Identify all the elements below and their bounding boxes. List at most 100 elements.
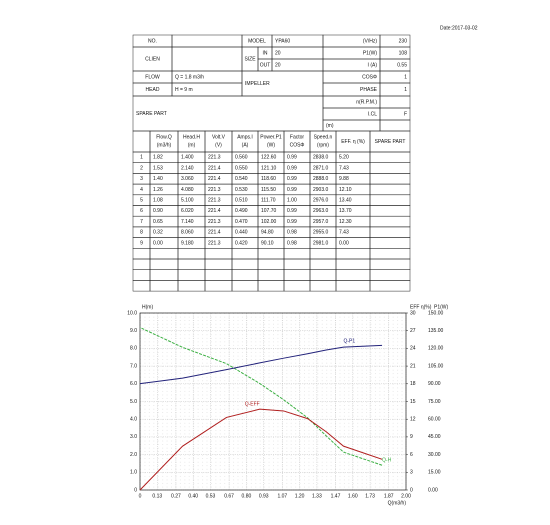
header-text: 1 bbox=[404, 87, 407, 93]
header-text: H = 9 m bbox=[175, 87, 193, 93]
column-name: EFF. η (%) bbox=[341, 139, 365, 145]
header-text: FLOW bbox=[145, 74, 160, 80]
table-text: 8 bbox=[140, 230, 143, 236]
y-tick-label: 0 bbox=[134, 487, 137, 493]
x-tick-label: 0.40 bbox=[188, 493, 198, 499]
x-tick-label: 1.47 bbox=[331, 493, 341, 499]
table-text: 2 bbox=[140, 165, 143, 171]
y3-tick-label: 30.00 bbox=[428, 452, 441, 458]
header-cell bbox=[379, 119, 411, 132]
x-axis-label: Q(m3/h) bbox=[388, 500, 407, 506]
header-text: PHASE bbox=[360, 87, 378, 93]
table-cell bbox=[283, 280, 311, 292]
table-text: 90.10 bbox=[261, 240, 274, 246]
table-cell bbox=[369, 258, 411, 270]
table-cell bbox=[257, 269, 285, 281]
table-text: 221.3 bbox=[208, 219, 221, 225]
table-text: 1.08 bbox=[153, 197, 163, 203]
header-text: YPA60 bbox=[275, 38, 290, 44]
table-cell bbox=[369, 162, 411, 174]
table-text: 122.60 bbox=[261, 155, 277, 161]
header-text: (V/Hz) bbox=[363, 38, 378, 44]
table-cell bbox=[149, 280, 179, 292]
header-text: HEAD bbox=[146, 87, 160, 93]
table-text: 3.060 bbox=[181, 176, 194, 182]
x-tick-label: 0.13 bbox=[152, 493, 162, 499]
table-cell bbox=[177, 258, 206, 270]
table-cell bbox=[369, 205, 411, 217]
report-date: Date:2017-03-02 bbox=[440, 25, 478, 31]
table-text: 0.540 bbox=[235, 176, 248, 182]
x-tick-label: 0.27 bbox=[171, 493, 181, 499]
header-text: 108 bbox=[399, 50, 408, 56]
table-text: 221.3 bbox=[208, 187, 221, 193]
table-text: 221.4 bbox=[208, 165, 221, 171]
table-cell bbox=[309, 280, 337, 292]
series-label: Q-P1 bbox=[343, 338, 355, 344]
series-line bbox=[139, 327, 383, 466]
table-text: 2.140 bbox=[181, 165, 194, 171]
table-cell bbox=[335, 248, 371, 260]
table-text: 5.100 bbox=[181, 197, 194, 203]
table-text: 2981.0 bbox=[313, 240, 329, 246]
column-name: SPARE PART bbox=[375, 139, 406, 145]
table-text: 0.65 bbox=[153, 219, 163, 225]
table-text: 0.00 bbox=[339, 240, 349, 246]
series-line bbox=[139, 408, 383, 491]
header-cell bbox=[171, 46, 243, 72]
table-cell bbox=[309, 248, 337, 260]
table-text: 0.99 bbox=[287, 187, 297, 193]
table-cell bbox=[132, 269, 151, 281]
table-cell bbox=[149, 269, 179, 281]
y-tick-label: 3.0 bbox=[130, 434, 137, 440]
y3-tick-label: 75.00 bbox=[428, 399, 441, 405]
table-text: 0.470 bbox=[235, 219, 248, 225]
table-text: 0.99 bbox=[287, 165, 297, 171]
table-cell bbox=[369, 237, 411, 249]
table-text: 1 bbox=[140, 155, 143, 161]
table-text: 0.98 bbox=[287, 240, 297, 246]
x-tick-label: 0.80 bbox=[242, 493, 252, 499]
header-text: I (A) bbox=[368, 62, 378, 68]
table-text: 12.30 bbox=[339, 219, 352, 225]
table-text: 0.90 bbox=[153, 208, 163, 214]
header-text: SPARE PART bbox=[136, 111, 167, 117]
table-text: 3 bbox=[140, 176, 143, 182]
series-label: Q-EFF bbox=[245, 401, 260, 407]
table-cell bbox=[369, 215, 411, 228]
header-text: OUT bbox=[260, 62, 271, 68]
table-text: 8.060 bbox=[181, 230, 194, 236]
table-cell bbox=[231, 258, 259, 270]
table-cell bbox=[149, 258, 179, 270]
y3-tick-label: 45.00 bbox=[428, 434, 441, 440]
x-tick-label: 1.87 bbox=[384, 493, 394, 499]
table-text: 0.99 bbox=[287, 176, 297, 182]
table-text: 0.98 bbox=[287, 230, 297, 236]
table-text: 5.20 bbox=[339, 155, 349, 161]
header-text: IN bbox=[263, 50, 268, 56]
table-text: 0.560 bbox=[235, 155, 248, 161]
table-cell bbox=[369, 173, 411, 185]
plot-frame bbox=[139, 312, 407, 491]
table-text: 7.43 bbox=[339, 165, 349, 171]
table-cell bbox=[231, 269, 259, 281]
table-text: 7.43 bbox=[339, 230, 349, 236]
table-cell bbox=[132, 248, 151, 260]
x-tick-label: 0.53 bbox=[206, 493, 216, 499]
table-text: 2976.0 bbox=[313, 197, 329, 203]
column-unit: (V) bbox=[215, 142, 222, 148]
table-cell bbox=[132, 280, 151, 292]
column-name: Volt.V bbox=[212, 134, 226, 140]
y-tick-label: 7.0 bbox=[130, 363, 137, 369]
table-cell bbox=[204, 280, 233, 292]
table-cell bbox=[204, 258, 233, 270]
table-text: 12.10 bbox=[339, 187, 352, 193]
y2-tick-label: 0 bbox=[410, 487, 413, 493]
y3-tick-label: 60.00 bbox=[428, 417, 441, 423]
y-axis-label: H(m) bbox=[142, 304, 153, 310]
column-unit: (W) bbox=[267, 142, 275, 148]
table-cell bbox=[369, 226, 411, 238]
x-tick-label: 0.67 bbox=[224, 493, 234, 499]
table-text: 94.80 bbox=[261, 230, 274, 236]
table-text: 111.70 bbox=[261, 197, 276, 203]
